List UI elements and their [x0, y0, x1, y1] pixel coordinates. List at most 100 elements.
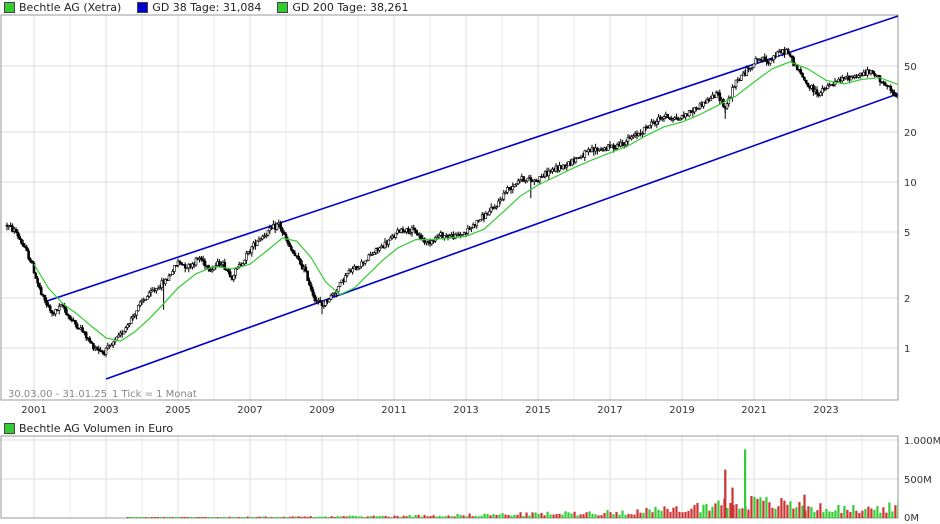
- volume-bar: [462, 515, 465, 518]
- volume-bar: [786, 504, 789, 518]
- volume-bar: [708, 510, 711, 518]
- volume-bar: [750, 495, 753, 518]
- candle-body: [32, 262, 36, 274]
- candle-body: [891, 90, 894, 93]
- candle-body: [479, 219, 482, 222]
- candle-body: [419, 234, 423, 239]
- candle-body: [23, 245, 27, 248]
- candle-body: [768, 59, 772, 64]
- candle-body: [360, 261, 363, 267]
- candle-body: [173, 265, 176, 272]
- x-tick-label: 2019: [669, 405, 694, 416]
- candle-body: [754, 58, 758, 65]
- volume-bar: [318, 516, 321, 518]
- volume-bar: [801, 505, 804, 518]
- volume-bar: [618, 514, 621, 518]
- legend-gd200: GD 200 Tage: 38,261: [277, 1, 408, 14]
- volume-bar: [714, 503, 717, 518]
- volume-bar: [396, 515, 399, 518]
- volume-bar: [603, 512, 606, 518]
- moving-averages: [33, 61, 898, 342]
- candle-body: [770, 59, 774, 62]
- volume-bar: [660, 510, 663, 518]
- candle-body: [475, 219, 479, 226]
- volume-bar: [516, 514, 519, 518]
- volume-bar: [336, 516, 339, 518]
- candle-body: [799, 69, 803, 74]
- candle-body: [709, 98, 713, 102]
- candle-body: [54, 309, 57, 315]
- candle-body: [138, 301, 142, 306]
- volume-axis-labels: 0M 500M 1.000M: [904, 436, 940, 524]
- candle-body: [66, 314, 70, 317]
- volume-title: Bechtle AG Volumen in Euro: [0, 421, 173, 435]
- volume-bar: [234, 517, 237, 518]
- volume-bar: [657, 509, 660, 518]
- volume-swatch-icon: [4, 422, 15, 434]
- volume-bar: [753, 496, 756, 518]
- candle-body: [70, 319, 74, 321]
- candle-body: [183, 264, 187, 269]
- candle-body: [167, 275, 171, 281]
- candle-body: [178, 260, 182, 264]
- candle-body: [489, 207, 493, 212]
- candle-body: [329, 295, 333, 300]
- y-tick-label: 2: [904, 294, 910, 305]
- candle-body: [324, 299, 327, 306]
- candle-body: [344, 275, 347, 283]
- candle-body: [299, 258, 302, 265]
- candle-body: [518, 179, 522, 182]
- volume-bar: [882, 507, 885, 518]
- candle-body: [511, 186, 515, 190]
- candle-body: [815, 89, 819, 95]
- candle-body: [38, 282, 41, 288]
- volume-bar: [300, 516, 303, 518]
- volume-bar: [468, 513, 471, 518]
- y-tick-label: 10: [904, 178, 917, 189]
- volume-bar: [531, 512, 534, 518]
- candle-body: [311, 289, 315, 296]
- candle-body: [614, 148, 617, 150]
- volume-bar: [798, 502, 801, 518]
- volume-bar: [594, 514, 597, 518]
- candle-body: [164, 278, 167, 284]
- volume-bar: [717, 500, 720, 518]
- volume-bar: [651, 512, 654, 518]
- candle-body: [651, 121, 655, 124]
- volume-bar: [135, 517, 138, 518]
- volume-bar: [372, 515, 375, 518]
- candle-body: [882, 81, 885, 84]
- candle-body: [727, 97, 731, 105]
- volume-bar: [249, 516, 252, 518]
- candle-body: [448, 235, 452, 238]
- volume-bar: [177, 517, 180, 518]
- candle-body: [18, 235, 21, 240]
- volume-bar: [378, 516, 381, 518]
- candle-body: [203, 260, 207, 267]
- volume-bar: [846, 509, 849, 518]
- candle-body: [174, 265, 178, 267]
- candle-body: [39, 287, 43, 295]
- x-tick-label: 2013: [453, 405, 478, 416]
- volume-bar: [861, 510, 864, 518]
- candle-body: [461, 234, 464, 236]
- candle-body: [804, 79, 808, 84]
- volume-bar: [288, 516, 291, 518]
- candle-body: [833, 80, 837, 86]
- volume-bar: [225, 517, 228, 518]
- x-tick-label: 2007: [237, 405, 262, 416]
- candle-body: [786, 49, 790, 54]
- volume-bar: [540, 512, 543, 518]
- candle-body: [250, 246, 254, 254]
- volume-bar-spike: [803, 494, 806, 518]
- volume-bar: [891, 511, 894, 518]
- candle-body: [218, 261, 221, 267]
- candle-body: [45, 299, 48, 306]
- candle-body: [484, 212, 488, 220]
- volume-bar: [366, 516, 369, 518]
- volume-bar: [339, 516, 342, 518]
- volume-bar: [612, 514, 615, 518]
- candle-body: [574, 158, 578, 163]
- volume-bar: [828, 511, 831, 518]
- volume-bar: [360, 516, 363, 518]
